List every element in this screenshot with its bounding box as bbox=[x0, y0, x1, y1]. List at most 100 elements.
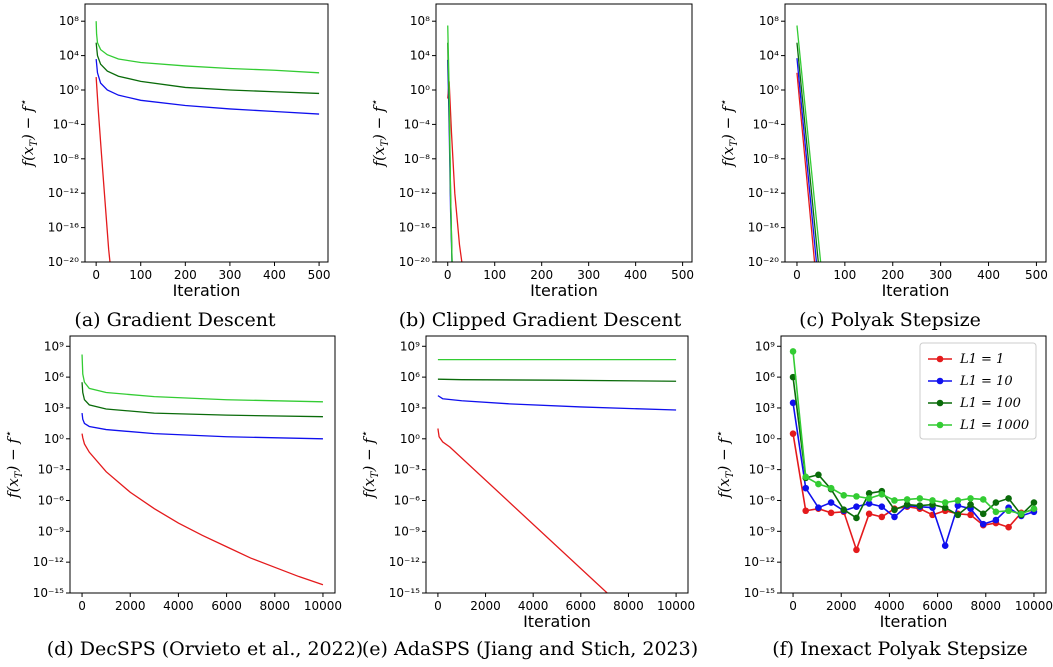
data-point bbox=[840, 492, 848, 499]
x-tick-label: 300 bbox=[218, 268, 241, 282]
x-tick-label: 400 bbox=[263, 268, 286, 282]
data-point bbox=[891, 497, 898, 504]
x-tick-label: 300 bbox=[577, 268, 600, 282]
y-tick-label: 10⁻³ bbox=[394, 463, 421, 477]
data-point bbox=[853, 503, 860, 510]
y-tick-label: 10⁰ bbox=[59, 83, 79, 97]
y-tick-label: 10³ bbox=[44, 401, 64, 415]
y-tick-label: 10⁰ bbox=[755, 432, 775, 446]
x-tick-label: 0 bbox=[789, 599, 797, 613]
y-tick-label: 10⁴ bbox=[59, 49, 79, 63]
y-tick-label: 10⁻⁹ bbox=[38, 524, 65, 538]
data-point bbox=[815, 471, 822, 479]
x-tick-label: 10000 bbox=[304, 599, 342, 613]
data-point bbox=[827, 484, 835, 492]
data-point bbox=[979, 496, 987, 503]
y-tick-label: 10⁴ bbox=[759, 49, 779, 63]
y-axis-label: f(xT) − f⋆ bbox=[17, 99, 40, 167]
y-tick-label: 10⁻²⁰ bbox=[399, 255, 430, 269]
data-point bbox=[891, 506, 898, 514]
series-line-1 bbox=[95, 77, 111, 262]
y-tick-label: 10⁻⁸ bbox=[753, 152, 780, 166]
x-tick-label: 6000 bbox=[566, 599, 597, 613]
y-tick-label: 10⁻⁶ bbox=[394, 493, 421, 507]
y-tick-label: 10⁻³ bbox=[749, 463, 776, 477]
x-axis-label: Iteration bbox=[523, 612, 591, 631]
data-point bbox=[954, 497, 962, 504]
series-line-3 bbox=[81, 382, 323, 418]
x-tick-label: 100 bbox=[129, 268, 152, 282]
x-tick-label: 0 bbox=[78, 599, 86, 613]
data-point bbox=[992, 508, 1000, 516]
y-tick-label: 10⁻¹² bbox=[399, 186, 430, 200]
data-point bbox=[865, 489, 873, 497]
data-point bbox=[967, 495, 974, 502]
x-axis-label: Iteration bbox=[173, 281, 241, 300]
series-line-2 bbox=[437, 395, 677, 411]
x-tick-label: 0 bbox=[434, 599, 442, 613]
series-line-1 bbox=[437, 428, 609, 593]
x-tick-label: 10000 bbox=[657, 599, 695, 613]
x-tick-label: 8000 bbox=[259, 599, 290, 613]
data-point bbox=[878, 491, 886, 498]
data-point bbox=[878, 513, 886, 521]
legend-label: L1 = 1 bbox=[959, 352, 1004, 367]
x-tick-label: 0 bbox=[444, 268, 452, 282]
chart-panel-c: 0 100 200 300 400 500 10⁻²⁰ 10⁻¹⁶ 10⁻¹² 10⁻⁸ 10⁻⁴ 1… bbox=[717, 3, 1048, 331]
axes-frame bbox=[69, 335, 336, 594]
data-point bbox=[916, 495, 924, 502]
data-point bbox=[815, 504, 822, 511]
legend-label: L1 = 10 bbox=[959, 374, 1013, 389]
axes-frame bbox=[425, 335, 689, 594]
x-tick-label: 200 bbox=[881, 268, 904, 282]
axes-frame bbox=[435, 3, 693, 263]
y-tick-label: 10⁻⁴ bbox=[753, 117, 780, 131]
y-axis-label: f(xT) − f⋆ bbox=[2, 431, 25, 499]
data-point bbox=[827, 499, 835, 506]
data-point bbox=[802, 484, 810, 492]
chart-panel-a: 0 100 200 300 400 500 10⁻²⁰ 10⁻¹⁶ 10⁻¹² 10⁻⁸ 10⁻⁴ 1… bbox=[17, 3, 331, 331]
data-point bbox=[954, 511, 962, 519]
y-tick-label: 10⁴ bbox=[410, 49, 430, 63]
series-line-4 bbox=[447, 25, 453, 262]
x-tick-label: 500 bbox=[308, 268, 331, 282]
data-point bbox=[865, 510, 873, 518]
x-tick-label: 200 bbox=[174, 268, 197, 282]
series-line-3 bbox=[437, 378, 677, 382]
legend-box bbox=[919, 342, 1037, 440]
series-line-4 bbox=[81, 354, 323, 403]
y-tick-label: 10⁻¹⁵ bbox=[744, 586, 775, 600]
data-point bbox=[967, 501, 974, 508]
y-tick-label: 10⁻⁴ bbox=[53, 117, 80, 131]
data-point bbox=[865, 500, 873, 507]
x-tick-label: 2000 bbox=[115, 599, 146, 613]
y-tick-label: 10⁻¹² bbox=[48, 186, 79, 200]
y-tick-label: 10⁻⁶ bbox=[749, 493, 776, 507]
series-line-4 bbox=[796, 25, 822, 262]
chart-panel-d: 0 2000 4000 6000 8000 10000 10⁻¹⁵ 10⁻¹² 10⁻⁹ 10⁻⁶… bbox=[2, 335, 363, 660]
data-point bbox=[1030, 505, 1038, 512]
data-point bbox=[853, 546, 860, 554]
y-axis-label: f(xT) − f⋆ bbox=[717, 99, 740, 167]
series-line-2 bbox=[95, 58, 320, 115]
series-line-2 bbox=[796, 58, 818, 262]
data-point bbox=[789, 348, 797, 355]
x-axis-label: Iteration bbox=[530, 281, 598, 300]
data-point bbox=[954, 502, 962, 509]
data-point bbox=[967, 511, 974, 519]
y-tick-label: 10⁰ bbox=[410, 83, 430, 97]
y-tick-label: 10⁸ bbox=[59, 14, 79, 28]
x-tick-label: 300 bbox=[929, 268, 952, 282]
data-point bbox=[903, 501, 911, 508]
data-point bbox=[992, 499, 1000, 506]
x-tick-label: 8000 bbox=[970, 599, 1001, 613]
legend-swatch-marker bbox=[936, 377, 944, 385]
chart-panel-b: 0 100 200 300 400 500 10⁻²⁰ 10⁻¹⁶ 10⁻¹² 10⁻⁸ 10⁻⁴ 1… bbox=[368, 3, 694, 331]
data-point bbox=[1005, 495, 1012, 502]
series-line-4 bbox=[95, 21, 320, 74]
data-point bbox=[865, 495, 873, 502]
y-tick-label: 10⁸ bbox=[410, 14, 430, 28]
x-tick-label: 4000 bbox=[163, 599, 194, 613]
y-tick-label: 10⁹ bbox=[44, 339, 64, 353]
